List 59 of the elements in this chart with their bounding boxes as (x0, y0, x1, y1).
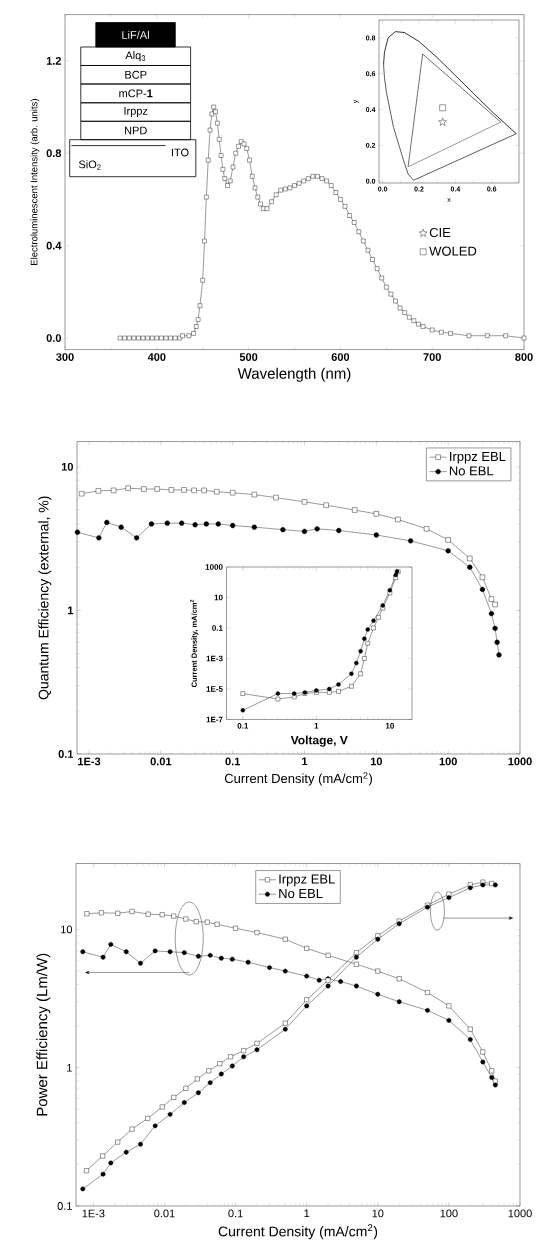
x-tick-label: 300 (56, 353, 74, 361)
x-tick-label: 600 (331, 353, 350, 361)
y-tick-label: 1.2 (46, 56, 62, 65)
y-axis-title: Quantum Efficiency (external, %) (38, 496, 52, 700)
y-tick-label: 1E-3 (206, 655, 223, 662)
x-axis-title: Current Density (mA/cm$^{2}$) (224, 772, 372, 786)
x-tick-label: 700 (423, 353, 441, 361)
annotation: Irppz (124, 107, 148, 117)
x-tick-label: 0.1 (225, 757, 241, 766)
x-axis-title: Wavelength (nm) (237, 367, 351, 382)
x-axis-title: Voltage, V (290, 735, 348, 747)
y-tick-label: 10 (61, 462, 74, 471)
annotation: BCP (125, 70, 147, 79)
x-tick-label: 500 (239, 353, 258, 361)
y-tick-label: 0.0 (46, 334, 62, 342)
legend-label: No EBL (449, 466, 494, 476)
x-tick-label: 1 (304, 1209, 310, 1218)
y-tick-label: 10 (214, 594, 223, 601)
x-tick-label: 1000 (508, 1209, 532, 1218)
y-tick-label: 0.1 (57, 1202, 72, 1210)
annotation: SiO$_{2}$ (78, 160, 101, 170)
x-tick-label: 0.01 (150, 757, 172, 766)
legend-label: Irppz EBL (279, 874, 335, 887)
x-tick-label: 1 (314, 723, 319, 729)
annotation: mCP-1 (119, 89, 153, 98)
y-tick-label: 10 (61, 925, 73, 934)
y-tick-label: 0.4 (46, 241, 62, 250)
y-axis-title: Power Efficiency (Lm/W) (36, 953, 51, 1116)
y-tick-label: 1 (68, 606, 74, 615)
x-tick-label: 10 (372, 1209, 384, 1218)
y-tick-label: 1000 (205, 564, 223, 570)
legend-label: WOLED (429, 246, 477, 256)
x-tick-label: 100 (439, 757, 457, 766)
y-tick-label: 0.8 (46, 149, 62, 158)
x-tick-label: 1 (302, 757, 308, 766)
y-tick-label: 0.1 (212, 625, 223, 631)
x-tick-label: 1E-3 (78, 757, 101, 766)
y-tick-label: 1E-5 (206, 686, 223, 692)
x-tick-label: 10 (385, 723, 394, 729)
legend-label: No EBL (279, 889, 323, 899)
y-tick-label: 0.1 (58, 750, 74, 758)
legend-label: Irppz EBL (450, 451, 506, 464)
annotation: NPD (125, 126, 147, 135)
x-tick-label: 0.01 (154, 1209, 175, 1218)
y-tick-label: 1 (67, 1063, 72, 1072)
y-axis-title: Electroluminescent Intensity (arb. units) (30, 99, 40, 265)
x-tick-label: 0.1 (228, 1209, 243, 1218)
x-axis-title: Current Density (mA/cm$^{2}$) (218, 1224, 378, 1240)
x-tick-label: 100 (440, 1209, 458, 1218)
legend-label: CIE (429, 227, 451, 238)
y-tick-label: 1E-7 (206, 716, 223, 723)
annotation: ITO (171, 148, 189, 157)
annotation: LiF/Al (122, 30, 149, 39)
x-tick-label: 400 (147, 353, 166, 361)
x-tick-label: 1000 (508, 757, 532, 766)
x-tick-label: 0.1 (237, 723, 249, 729)
x-tick-label: 800 (515, 353, 533, 361)
annotation: Alq$_{3}$ (125, 51, 146, 62)
x-tick-label: 1E-3 (82, 1209, 105, 1218)
